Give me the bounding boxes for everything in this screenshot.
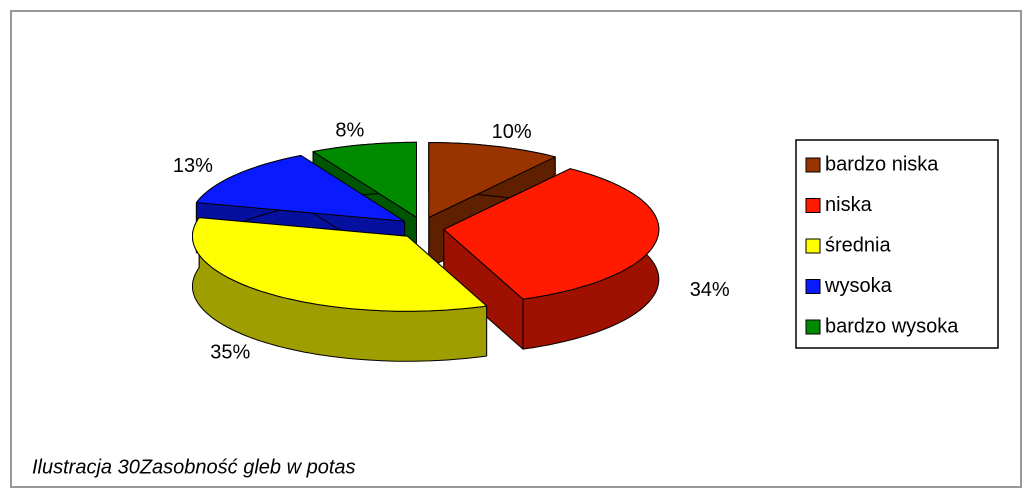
legend-label: bardzo niska — [825, 153, 939, 175]
legend-box — [795, 139, 999, 349]
value-label: 13% — [173, 155, 213, 177]
slice — [195, 155, 406, 222]
slice — [312, 141, 417, 218]
legend-label: wysoka — [824, 275, 893, 297]
slice — [428, 142, 556, 218]
legend-label: niska — [825, 194, 873, 216]
value-label: 10% — [492, 121, 532, 143]
legend-swatch — [805, 157, 821, 173]
slice — [192, 217, 488, 312]
slice — [443, 168, 660, 300]
legend-swatch — [805, 238, 821, 254]
legend-swatch — [805, 319, 821, 335]
caption: Ilustracja 30Zasobność gleb w potas — [32, 456, 356, 478]
legend-swatch — [805, 279, 821, 294]
value-label: 34% — [690, 279, 730, 301]
legend-label: bardzo wysoka — [825, 315, 959, 337]
legend-swatch — [805, 198, 821, 213]
value-label: 35% — [210, 341, 250, 363]
legend-label: średnia — [825, 234, 891, 256]
value-label: 8% — [335, 119, 364, 141]
